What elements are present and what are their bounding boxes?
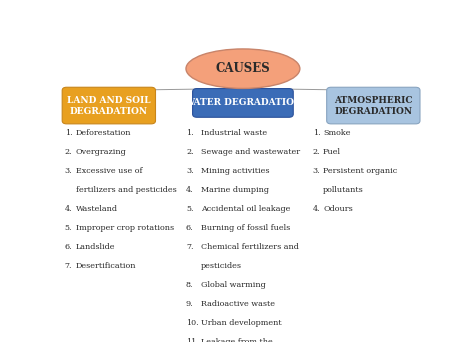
Text: WATER DEGRADATION: WATER DEGRADATION (184, 98, 302, 107)
Text: CAUSES: CAUSES (216, 62, 270, 75)
Text: Chemical fertilizers and: Chemical fertilizers and (201, 243, 299, 251)
Text: Persistent organic: Persistent organic (323, 167, 397, 175)
Text: 4.: 4. (186, 186, 193, 194)
Text: Fuel: Fuel (323, 148, 341, 156)
Text: 9.: 9. (186, 300, 193, 308)
Text: Leakage from the: Leakage from the (201, 338, 273, 342)
Text: Accidental oil leakage: Accidental oil leakage (201, 205, 290, 213)
Text: Odours: Odours (323, 205, 353, 213)
Text: 4.: 4. (313, 205, 320, 213)
Text: fertilizers and pesticides: fertilizers and pesticides (76, 186, 176, 194)
Text: Global warming: Global warming (201, 281, 265, 289)
Text: Smoke: Smoke (323, 129, 350, 137)
Text: pollutants: pollutants (323, 186, 364, 194)
Text: 1.: 1. (65, 129, 73, 137)
Text: LAND AND SOIL
DEGRADATION: LAND AND SOIL DEGRADATION (67, 95, 151, 116)
Text: Sewage and wastewater: Sewage and wastewater (201, 148, 300, 156)
Text: Mining activities: Mining activities (201, 167, 269, 175)
FancyBboxPatch shape (192, 89, 293, 117)
Text: Excessive use of: Excessive use of (76, 167, 142, 175)
Text: 8.: 8. (186, 281, 193, 289)
Text: 2.: 2. (186, 148, 193, 156)
Text: Urban development: Urban development (201, 319, 281, 327)
Text: Wasteland: Wasteland (76, 205, 118, 213)
Ellipse shape (186, 49, 300, 89)
Text: Industrial waste: Industrial waste (201, 129, 267, 137)
Text: pesticides: pesticides (201, 262, 242, 270)
Text: Improper crop rotations: Improper crop rotations (76, 224, 174, 232)
Text: 7.: 7. (65, 262, 72, 270)
Text: 4.: 4. (65, 205, 73, 213)
Text: Marine dumping: Marine dumping (201, 186, 269, 194)
Text: Burning of fossil fuels: Burning of fossil fuels (201, 224, 290, 232)
Text: 5.: 5. (65, 224, 72, 232)
Text: 6.: 6. (65, 243, 73, 251)
Text: Deforestation: Deforestation (76, 129, 131, 137)
Text: Radioactive waste: Radioactive waste (201, 300, 274, 308)
Text: 3.: 3. (65, 167, 73, 175)
Text: 7.: 7. (186, 243, 193, 251)
Text: Desertification: Desertification (76, 262, 137, 270)
Text: 1.: 1. (313, 129, 320, 137)
Text: 3.: 3. (313, 167, 320, 175)
Text: 6.: 6. (186, 224, 193, 232)
Text: Overgrazing: Overgrazing (76, 148, 127, 156)
FancyBboxPatch shape (62, 87, 155, 124)
Text: 2.: 2. (65, 148, 73, 156)
Text: 2.: 2. (313, 148, 320, 156)
FancyBboxPatch shape (327, 87, 420, 124)
Text: Landslide: Landslide (76, 243, 115, 251)
Text: ATMOSPHERIC
DEGRADATION: ATMOSPHERIC DEGRADATION (334, 95, 412, 116)
Text: 3.: 3. (186, 167, 193, 175)
Text: 1.: 1. (186, 129, 193, 137)
Text: 5.: 5. (186, 205, 193, 213)
Text: 11.: 11. (186, 338, 199, 342)
Text: 10.: 10. (186, 319, 199, 327)
